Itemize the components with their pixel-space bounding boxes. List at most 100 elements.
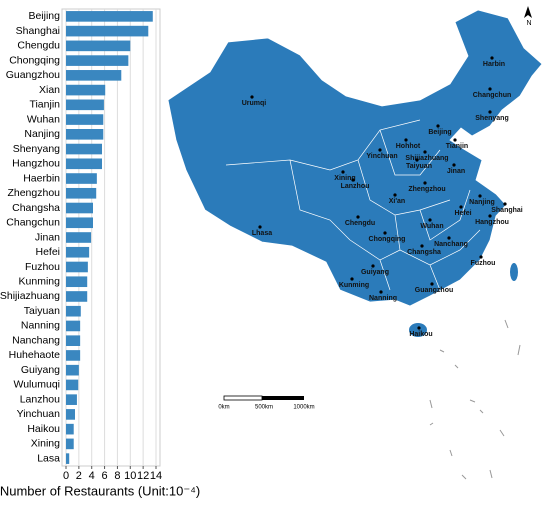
city-dot (404, 138, 408, 142)
y-tick-label: Wulumuqi (14, 379, 61, 391)
city-label: Changsha (407, 249, 441, 256)
x-tick-label: 0 (63, 470, 69, 482)
bar (66, 335, 81, 347)
y-tick-label: Xining (31, 438, 60, 450)
city-dot (436, 124, 440, 128)
y-tick-label: Nanchang (12, 334, 60, 346)
city-dot (430, 282, 434, 286)
y-tick-label: Guiyang (21, 364, 60, 376)
bar (66, 55, 129, 66)
y-tick-label: Chengdu (17, 40, 60, 52)
city-dot (428, 218, 432, 222)
x-tick-label: 14 (150, 470, 162, 482)
city-label: Chengdu (345, 220, 375, 227)
city-label: Shenyang (475, 115, 508, 122)
city-dot (453, 138, 457, 142)
city-dot (488, 110, 492, 114)
city-dot (479, 255, 483, 259)
bar (66, 11, 153, 22)
city-dot (379, 290, 383, 294)
y-tick-label: Guangzhou (6, 69, 60, 81)
city-dot (351, 178, 355, 182)
bar (66, 217, 93, 229)
city-label: Kunming (339, 282, 369, 289)
bar (66, 143, 102, 155)
city-dot (415, 158, 419, 162)
city-label: Xining (334, 175, 355, 182)
y-tick-label: Xian (39, 84, 60, 96)
bar (66, 423, 74, 435)
bar (66, 158, 102, 170)
x-tick-label: 2 (76, 470, 82, 482)
city-label: Yinchuan (366, 153, 397, 160)
bar (66, 276, 88, 288)
y-tick-label: Fuzhou (25, 261, 60, 273)
bar (66, 350, 81, 361)
x-tick-label: 10 (124, 470, 136, 482)
city-label: Lanzhou (341, 183, 370, 190)
city-dot (490, 56, 494, 60)
bar (66, 305, 81, 317)
city-label: Chongqing (369, 236, 406, 243)
city-dot (378, 148, 382, 152)
city-dot (447, 236, 451, 240)
city-label: Nanjing (469, 199, 495, 206)
city-dot (423, 150, 427, 154)
city-dot (488, 87, 492, 91)
y-tick-label: Taiyuan (24, 305, 60, 317)
y-tick-label: Yinchuan (17, 408, 61, 420)
bar (66, 84, 106, 96)
province-borders (225, 119, 481, 291)
city-label: Nanning (369, 295, 397, 302)
city-label: Guangzhou (415, 287, 454, 294)
city-dot (383, 231, 387, 235)
x-tick-label: 12 (137, 470, 149, 482)
city-label: Hohhot (396, 143, 421, 150)
y-tick-label: Wuhan (27, 113, 60, 125)
bar (66, 320, 81, 332)
city-label: Taiyuan (406, 163, 432, 170)
y-tick-label: Hangzhou (12, 158, 60, 170)
y-tick-label: Tianjin (29, 99, 60, 111)
y-tick-label: Lanzhou (20, 393, 60, 405)
city-dot (371, 264, 375, 268)
city-label: Shijiazhuang (405, 155, 448, 162)
scale-bar-label: 1000km (293, 405, 314, 411)
bar (66, 394, 77, 405)
scale-bar-white (223, 395, 263, 401)
south-sea-islands (429, 319, 521, 480)
y-tick-label: Shenyang (13, 143, 60, 155)
city-label: Lhasa (252, 230, 272, 237)
city-label: Tianjin (446, 143, 468, 150)
y-tick-label: Shijiazhuang (0, 290, 60, 302)
bar (66, 261, 88, 273)
bar (66, 453, 70, 464)
city-label: Nanchang (434, 241, 468, 248)
bar (66, 40, 131, 52)
bar (66, 202, 93, 214)
y-tick-label: Zhengzhou (7, 187, 60, 199)
city-label: Jinan (447, 168, 465, 175)
scale-bar-black (262, 396, 304, 400)
city-dot (503, 202, 507, 206)
y-tick-label: Beijing (28, 10, 60, 22)
bar (66, 25, 149, 37)
hainan (409, 323, 427, 337)
y-tick-label: Kunming (19, 276, 61, 288)
city-label: Guiyang (361, 269, 389, 276)
y-tick-label: Shanghai (16, 25, 60, 37)
city-label: Zhengzhou (408, 186, 445, 193)
y-tick-label: Hefei (35, 246, 60, 258)
city-label: Hangzhou (475, 219, 509, 226)
x-tick-label: 4 (89, 470, 95, 482)
y-tick-label: Nanjing (24, 128, 60, 140)
city-dot (478, 194, 482, 198)
map: Harbin Changchun Urumqi Shenyang Hohhot Beiji… (167, 6, 543, 480)
city-label: Xi'an (389, 198, 405, 205)
bar (66, 232, 92, 243)
city-label: Urumqi (242, 100, 267, 107)
city-label: Beijing (428, 129, 451, 136)
city-label: Shanghai (491, 207, 523, 214)
bar (66, 128, 104, 140)
